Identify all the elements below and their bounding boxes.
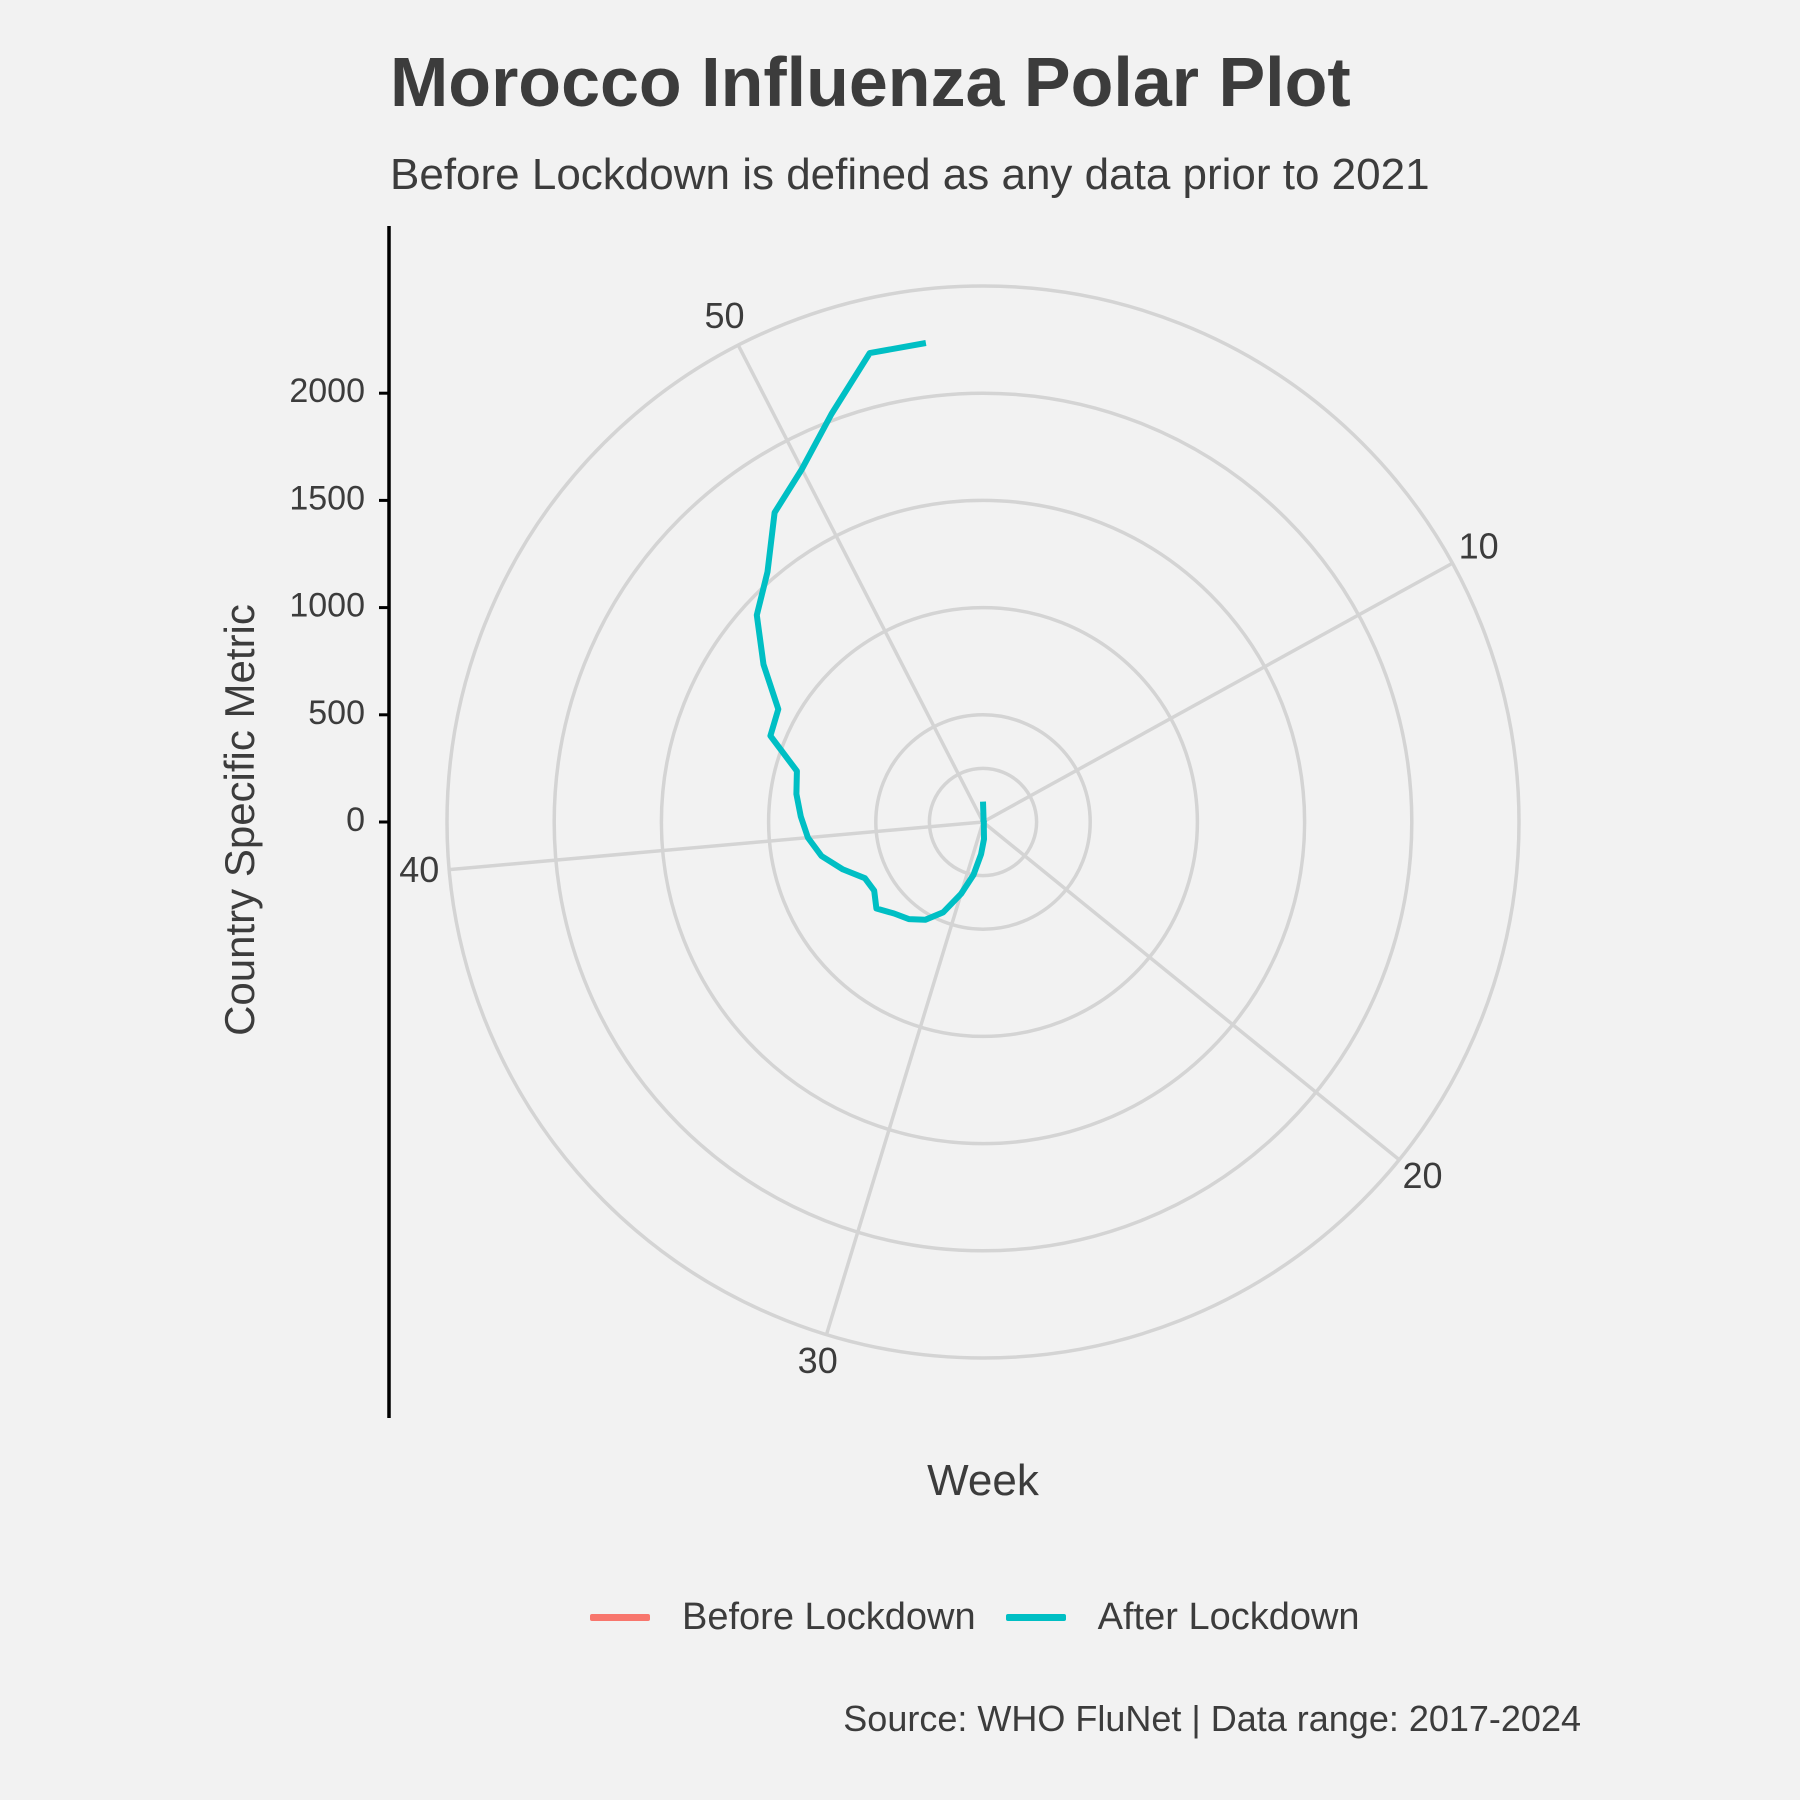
legend-key-before [590, 1614, 650, 1621]
grid-spoke [736, 344, 985, 823]
x-tick-label: 20 [1402, 1155, 1442, 1196]
grid-circle [874, 713, 1092, 931]
legend-item-after: After Lockdown [1005, 1596, 1360, 1639]
x-tick-label: 30 [798, 1340, 838, 1381]
grid-circle [552, 391, 1414, 1253]
grid-spoke [448, 820, 984, 872]
y-tick-label: 2000 [289, 372, 365, 410]
chart-subtitle: Before Lockdown is defined as any data p… [390, 150, 1430, 199]
x-tick-label: 10 [1459, 525, 1499, 566]
y-tick-label: 500 [308, 694, 365, 732]
y-tick-label: 1500 [289, 479, 365, 517]
chart-caption: Source: WHO FluNet | Data range: 2017-20… [843, 1698, 1581, 1739]
y-tick-label: 1000 [289, 587, 365, 625]
y-axis: 0 500 1000 1500 2000 [289, 226, 391, 1418]
grid-circle [659, 498, 1307, 1146]
grid-spoke [982, 561, 1454, 824]
y-axis-label: Country Specific Metric [216, 604, 263, 1036]
legend-label-before: Before Lockdown [682, 1596, 976, 1638]
grid-circle [927, 766, 1039, 878]
grid: 10 20 30 40 50 [399, 284, 1521, 1381]
y-tick-label: 0 [346, 801, 365, 839]
grid-spoke [981, 820, 1401, 1162]
grid-circle [766, 605, 1200, 1039]
chart-title: Morocco Influenza Polar Plot [390, 43, 1351, 121]
grid-spoke [824, 821, 985, 1336]
x-axis-label: Week [927, 1456, 1039, 1505]
series-line-after [753, 340, 987, 923]
legend: Before Lockdown After Lockdown [590, 1596, 1390, 1639]
legend-key-after [1005, 1614, 1066, 1621]
x-tick-label: 40 [399, 849, 439, 890]
grid-circle [445, 284, 1521, 1360]
x-tick-label: 50 [705, 295, 745, 336]
series [753, 340, 987, 923]
legend-label-after: After Lockdown [1097, 1596, 1360, 1638]
legend-item-before: Before Lockdown [590, 1596, 976, 1639]
